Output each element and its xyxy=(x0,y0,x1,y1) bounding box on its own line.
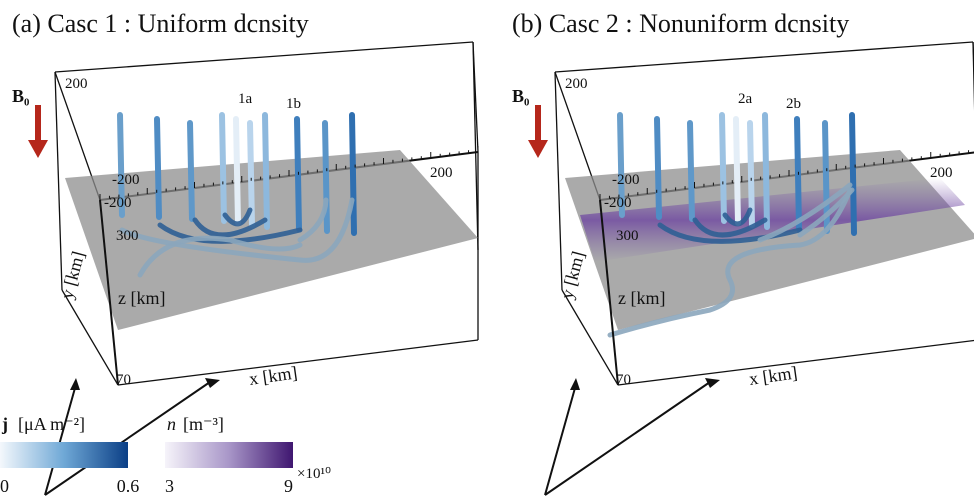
field-label: B₀ xyxy=(12,86,29,106)
flux-tube xyxy=(617,112,625,218)
flux-tube xyxy=(233,116,241,226)
flux-tube xyxy=(654,116,662,220)
box-edge xyxy=(617,339,974,386)
axis-arrow-head xyxy=(205,378,220,388)
colorbar-symbol: j xyxy=(1,414,8,434)
tick-label: 200 xyxy=(430,165,453,181)
flux-tube xyxy=(297,197,329,243)
panel: (a) Casc 1 : Uniform dcnsity B₀ 200 -200 -20… xyxy=(12,9,479,496)
flux-tube xyxy=(117,112,125,218)
tick-label: 300 xyxy=(616,228,639,244)
box-edge xyxy=(599,199,619,386)
box-edge xyxy=(554,41,974,73)
box-edge xyxy=(54,71,63,291)
axis-arrow-head xyxy=(705,378,720,388)
colorbar: j [μA m⁻²] 0 0.6 xyxy=(0,414,139,496)
axis-label: z [km] xyxy=(618,288,665,308)
tick-label: 70 xyxy=(116,372,131,388)
tick-label: -200 xyxy=(104,195,132,211)
density-band xyxy=(580,178,965,262)
flux-tube xyxy=(247,120,255,228)
flux-tube xyxy=(119,197,355,263)
flux-tube xyxy=(687,120,695,222)
colorbar-unit: [m⁻³] xyxy=(183,414,224,434)
flux-tube xyxy=(719,112,727,224)
z-plane xyxy=(65,150,478,330)
flux-tube xyxy=(222,207,253,227)
colorbar: n [m⁻³] 3 9×10¹⁰ xyxy=(165,414,331,496)
panel: (b) Casc 2 : Nonuniform dcnsity B₀ 200 -200… xyxy=(512,9,974,496)
tick-label: 300 xyxy=(116,228,139,244)
axis-arrow-head xyxy=(70,378,80,390)
tick-label: -200 xyxy=(604,195,632,211)
box-edge xyxy=(554,71,563,291)
tube-label: 1b xyxy=(286,96,301,112)
box-edge xyxy=(99,199,119,386)
tick-label: -200 xyxy=(112,172,140,188)
axis-label: x [km] xyxy=(248,362,299,389)
flux-tube xyxy=(607,187,853,338)
colorbar-max: 9 xyxy=(284,476,293,496)
flux-tube xyxy=(262,112,270,230)
flux-tube xyxy=(322,120,330,234)
flux-tube xyxy=(192,217,268,238)
flux-tube xyxy=(137,235,303,278)
field-arrow-head xyxy=(28,140,48,158)
flux-tube xyxy=(757,182,853,243)
tick-label: 200 xyxy=(565,76,588,92)
colorbar-symbol: n xyxy=(167,414,176,434)
colorbar-gradient xyxy=(0,442,128,468)
colorbar-unit: [μA m⁻²] xyxy=(18,414,85,434)
tick-label: -200 xyxy=(612,172,640,188)
flux-tube xyxy=(219,112,227,224)
tick-label: 200 xyxy=(930,165,953,181)
axis-arrow xyxy=(544,381,711,496)
box-edge xyxy=(54,41,474,73)
axis-label: z [km] xyxy=(118,288,165,308)
box-edge xyxy=(61,289,119,386)
colorbar-gradient xyxy=(165,442,293,468)
colorbar-max: 0.6 xyxy=(117,476,140,496)
panel-title: (a) Casc 1 : Uniform dcnsity xyxy=(12,9,309,38)
flux-tube xyxy=(349,112,357,236)
colorbar-multiplier: ×10¹⁰ xyxy=(297,466,331,482)
field-label: B₀ xyxy=(512,86,529,106)
axis-label: x [km] xyxy=(748,362,799,389)
field-arrow-head xyxy=(528,140,548,158)
axis-arrow xyxy=(44,381,211,496)
box-edge xyxy=(561,289,619,386)
flux-tube xyxy=(747,120,755,228)
flux-tube xyxy=(722,207,753,227)
tube-label: 2b xyxy=(786,96,801,112)
box-edge xyxy=(117,339,479,386)
tube-label: 2a xyxy=(738,91,753,107)
flux-tube xyxy=(762,112,770,230)
axis-arrow-head xyxy=(570,378,580,390)
tick-label: 200 xyxy=(65,76,88,92)
box-edge xyxy=(472,41,479,251)
tube-label: 1a xyxy=(238,91,253,107)
panel-title: (b) Casc 2 : Nonuniform dcnsity xyxy=(512,9,849,38)
flux-tube xyxy=(849,112,857,236)
flux-tube xyxy=(187,120,195,222)
flux-tube xyxy=(692,217,768,238)
flux-tube xyxy=(154,116,162,220)
flux-tube xyxy=(733,116,741,226)
colorbar-min: 3 xyxy=(165,476,174,496)
colorbar-min: 0 xyxy=(0,476,9,496)
flux-tube xyxy=(157,222,303,244)
tick-label: 70 xyxy=(616,372,631,388)
